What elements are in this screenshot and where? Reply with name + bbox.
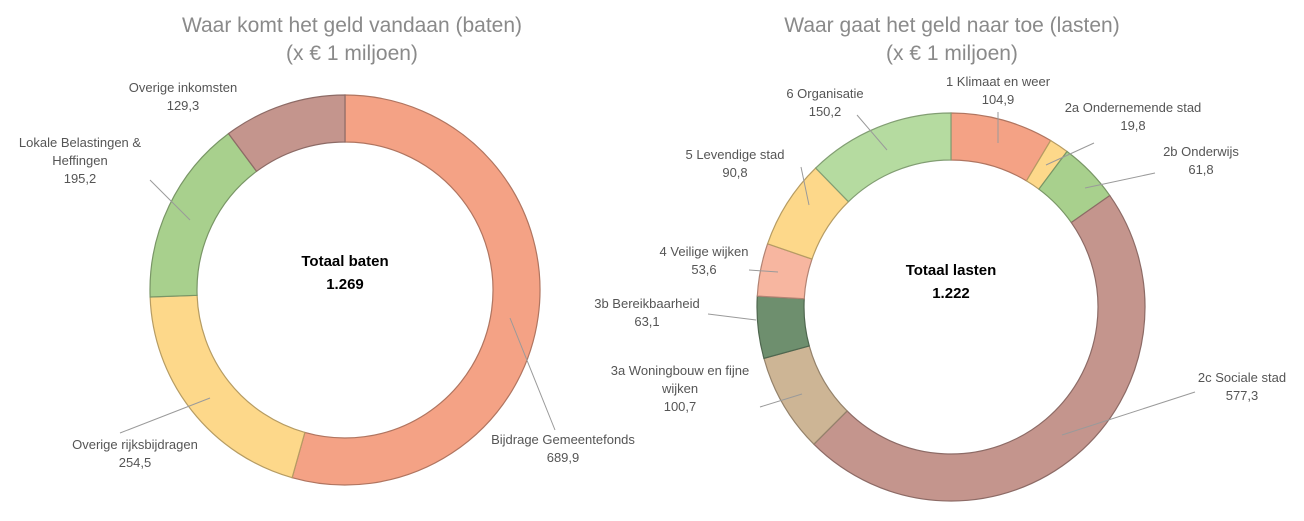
data-category-lokale-belastingen-heffingen: Heffingen bbox=[52, 153, 107, 168]
data-category-1-klimaat-en-weer: 1 Klimaat en weer bbox=[946, 74, 1051, 89]
data-category-3a-woningbouw-en-fijne-wijken: 3a Woningbouw en fijne bbox=[611, 363, 750, 378]
chart-title-lasten: Waar gaat het geld naar toe (lasten) bbox=[784, 14, 1119, 37]
data-value-3b-bereikbaarheid: 63,1 bbox=[634, 314, 659, 329]
leader-line-3b-bereikbaarheid bbox=[707, 313, 757, 321]
chart-subtitle-lasten: (x € 1 miljoen) bbox=[886, 42, 1018, 65]
leader-line-lokale-belastingen-heffingen bbox=[149, 179, 191, 221]
slice-overige-inkomsten bbox=[227, 94, 346, 173]
data-label-1-klimaat-en-weer: 1 Klimaat en weer 104,9 bbox=[946, 74, 1051, 107]
data-value-1-klimaat-en-weer: 104,9 bbox=[982, 92, 1015, 107]
data-category-5-levendige-stad: 5 Levendige stad bbox=[685, 147, 784, 162]
data-label-3b-bereikbaarheid: 3b Bereikbaarheid 63,1 bbox=[594, 296, 700, 329]
data-category-2c-sociale-stad: 2c Sociale stad bbox=[1198, 370, 1286, 385]
slice-lokale-belastingen-heffingen bbox=[149, 132, 258, 298]
data-label-bijdrage-gemeentefonds: Bijdrage Gemeentefonds 689,9 bbox=[491, 432, 635, 465]
leader-line-4-veilige-wijken bbox=[748, 269, 779, 273]
donut-chart-baten: Waar komt het geld vandaan (baten) (x € … bbox=[19, 14, 635, 486]
center-value-lasten: 1.222 bbox=[932, 285, 970, 302]
leader-line-3a-woningbouw-en-fijne-wijken bbox=[759, 393, 803, 408]
data-value-4-veilige-wijken: 53,6 bbox=[691, 262, 716, 277]
donut-slices-lasten bbox=[756, 112, 1146, 502]
data-value-overige-rijksbijdragen: 254,5 bbox=[119, 455, 152, 470]
data-label-2b-onderwijs: 2b Onderwijs 61,8 bbox=[1163, 144, 1239, 177]
leader-line-2b-onderwijs bbox=[1084, 172, 1156, 189]
data-category-bijdrage-gemeentefonds: Bijdrage Gemeentefonds bbox=[491, 432, 635, 447]
donut-slices-baten bbox=[149, 94, 541, 486]
data-value-2b-onderwijs: 61,8 bbox=[1188, 162, 1213, 177]
data-label-2c-sociale-stad: 2c Sociale stad 577,3 bbox=[1198, 370, 1286, 403]
chart-title-baten: Waar komt het geld vandaan (baten) bbox=[182, 14, 522, 37]
slice-bijdrage-gemeentefonds bbox=[291, 94, 541, 486]
data-category-overige-inkomsten: Overige inkomsten bbox=[129, 80, 237, 95]
data-label-5-levendige-stad: 5 Levendige stad 90,8 bbox=[685, 147, 784, 180]
data-category-2b-onderwijs: 2b Onderwijs bbox=[1163, 144, 1239, 159]
data-value-overige-inkomsten: 129,3 bbox=[167, 98, 200, 113]
center-label-baten: Totaal baten bbox=[301, 253, 388, 270]
data-category-4-veilige-wijken: 4 Veilige wijken bbox=[660, 244, 749, 259]
data-label-3a-woningbouw-en-fijne-wijken: 3a Woningbouw en fijne wijken 100,7 bbox=[611, 363, 750, 414]
leader-line-6-organisatie bbox=[856, 114, 888, 151]
center-label-lasten: Totaal lasten bbox=[906, 262, 997, 279]
slice-2c-sociale-stad bbox=[813, 194, 1146, 502]
data-value-2a-ondernemende-stad: 19,8 bbox=[1120, 118, 1145, 133]
data-label-overige-inkomsten: Overige inkomsten 129,3 bbox=[129, 80, 237, 113]
data-label-6-organisatie: 6 Organisatie 150,2 bbox=[786, 86, 863, 119]
data-value-2c-sociale-stad: 577,3 bbox=[1226, 388, 1259, 403]
data-category-6-organisatie: 6 Organisatie bbox=[786, 86, 863, 101]
data-category-overige-rijksbijdragen: Overige rijksbijdragen bbox=[72, 437, 198, 452]
data-value-bijdrage-gemeentefonds: 689,9 bbox=[547, 450, 580, 465]
data-value-3a-woningbouw-en-fijne-wijken: 100,7 bbox=[664, 399, 697, 414]
data-value-5-levendige-stad: 90,8 bbox=[722, 165, 747, 180]
data-label-2a-ondernemende-stad: 2a Ondernemende stad 19,8 bbox=[1065, 100, 1202, 133]
data-category-2a-ondernemende-stad: 2a Ondernemende stad bbox=[1065, 100, 1202, 115]
data-category-3b-bereikbaarheid: 3b Bereikbaarheid bbox=[594, 296, 700, 311]
leader-line-2a-ondernemende-stad bbox=[1045, 142, 1095, 166]
donut-chart-lasten: Waar gaat het geld naar toe (lasten) (x … bbox=[594, 14, 1286, 502]
data-category-lokale-belastingen-heffingen: Lokale Belastingen & bbox=[19, 135, 141, 150]
center-value-baten: 1.269 bbox=[326, 276, 364, 293]
data-category-3a-woningbouw-en-fijne-wijken: wijken bbox=[661, 381, 698, 396]
data-value-lokale-belastingen-heffingen: 195,2 bbox=[64, 171, 97, 186]
leader-line-overige-rijksbijdragen bbox=[119, 397, 211, 434]
data-label-lokale-belastingen-heffingen: Lokale Belastingen & Heffingen 195,2 bbox=[19, 135, 141, 186]
data-label-4-veilige-wijken: 4 Veilige wijken 53,6 bbox=[660, 244, 749, 277]
leader-line-5-levendige-stad bbox=[800, 166, 810, 206]
slice-labels-baten: Bijdrage Gemeentefonds 689,9 Overige rijks… bbox=[19, 80, 635, 470]
leader-line-2c-sociale-stad bbox=[1061, 391, 1196, 436]
slice-6-organisatie bbox=[814, 112, 952, 203]
data-value-6-organisatie: 150,2 bbox=[809, 104, 842, 119]
leader-line-bijdrage-gemeentefonds bbox=[509, 317, 556, 431]
slice-labels-lasten: 1 Klimaat en weer 104,9 2a Ondernemende st… bbox=[594, 74, 1286, 436]
chart-subtitle-baten: (x € 1 miljoen) bbox=[286, 42, 418, 65]
data-label-overige-rijksbijdragen: Overige rijksbijdragen 254,5 bbox=[72, 437, 198, 470]
